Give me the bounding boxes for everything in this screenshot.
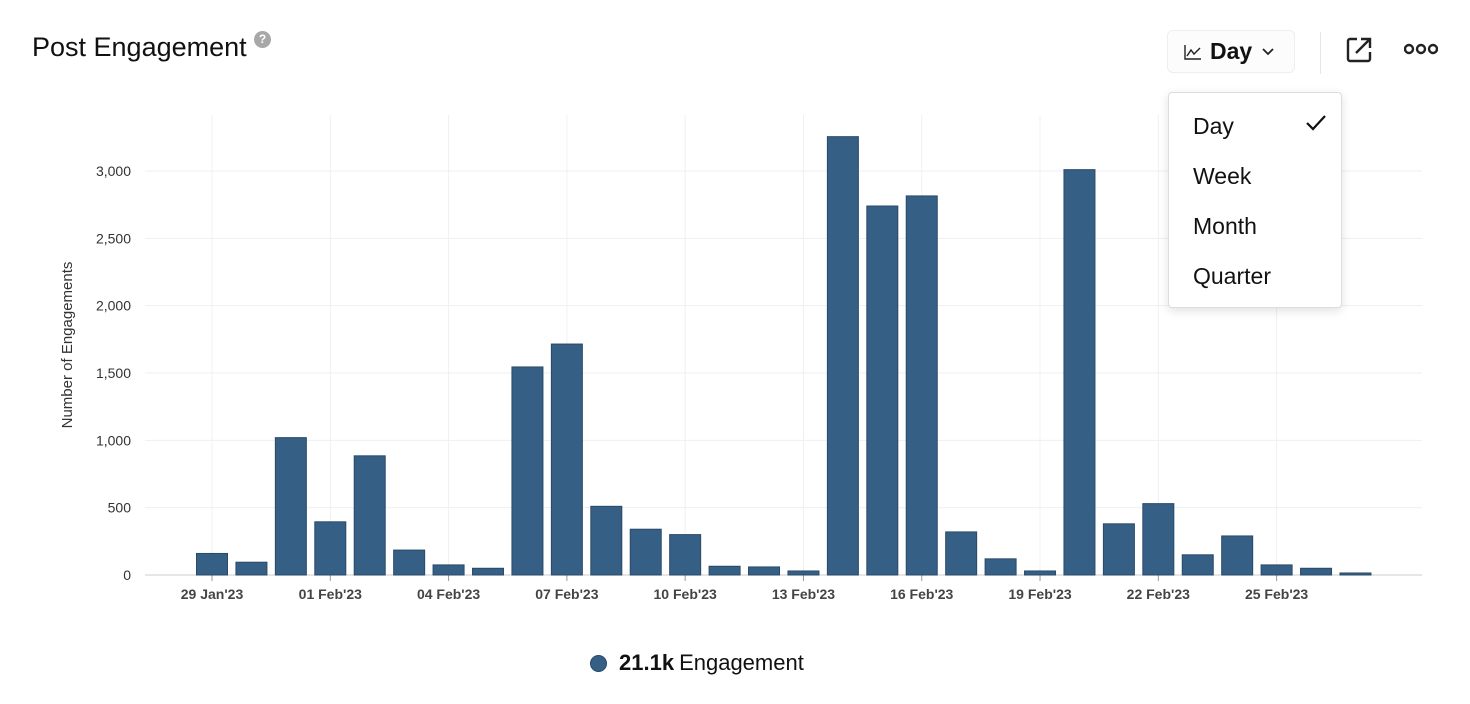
- menu-item-label: Day: [1193, 112, 1234, 139]
- y-tick-label: 3,000: [96, 163, 131, 179]
- bar: [274, 437, 307, 576]
- bar: [393, 549, 426, 576]
- y-tick-label: 0: [123, 567, 131, 583]
- toolbar-divider: [1320, 32, 1321, 74]
- bar: [353, 455, 386, 576]
- menu-item-label: Quarter: [1193, 262, 1271, 289]
- menu-item-day[interactable]: Day: [1169, 101, 1341, 151]
- line-chart-icon: [1184, 44, 1201, 60]
- x-tick-label: 16 Feb'23: [890, 586, 953, 602]
- more-options-icon[interactable]: [1404, 42, 1438, 56]
- legend-label: Engagement: [679, 650, 804, 675]
- bar: [787, 570, 820, 576]
- bar: [590, 505, 623, 576]
- y-tick-label: 1,000: [96, 432, 131, 448]
- page-title: Post Engagement: [32, 32, 247, 62]
- bar: [1142, 503, 1175, 576]
- bar: [984, 558, 1017, 576]
- bar: [708, 565, 741, 576]
- bar: [945, 531, 978, 576]
- chevron-down-icon: [1262, 47, 1274, 55]
- chart-legend[interactable]: 21.1k Engagement: [590, 650, 804, 676]
- bar: [235, 561, 268, 576]
- x-tick-label: 25 Feb'23: [1245, 586, 1308, 602]
- x-tick-label: 04 Feb'23: [417, 586, 480, 602]
- bar: [826, 136, 859, 576]
- bar: [1260, 564, 1293, 576]
- bar: [511, 366, 544, 576]
- y-tick-label: 500: [108, 500, 132, 516]
- bar: [1300, 567, 1333, 576]
- open-external-icon[interactable]: [1345, 36, 1373, 64]
- period-dropdown-button[interactable]: Day: [1167, 30, 1295, 73]
- bar: [1063, 169, 1096, 576]
- x-tick-label: 07 Feb'23: [535, 586, 598, 602]
- menu-item-label: Week: [1193, 162, 1252, 189]
- bar: [669, 534, 702, 576]
- y-tick-label: 2,000: [96, 298, 131, 314]
- bar: [1024, 570, 1057, 576]
- period-selected-label: Day: [1210, 38, 1253, 64]
- bar: [550, 343, 583, 576]
- bar: [905, 195, 938, 576]
- bar: [629, 528, 662, 576]
- bar: [1339, 572, 1372, 576]
- period-dropdown-menu: Day Week Month Quarter: [1168, 92, 1342, 308]
- bar: [866, 205, 899, 576]
- bar: [1181, 554, 1214, 576]
- legend-total: 21.1k: [619, 650, 675, 675]
- bar: [1221, 535, 1254, 576]
- bar: [432, 564, 465, 576]
- bar: [472, 567, 505, 576]
- bar: [314, 521, 347, 576]
- menu-item-week[interactable]: Week: [1169, 151, 1341, 201]
- help-icon[interactable]: ?: [254, 31, 271, 48]
- bar: [1102, 523, 1135, 576]
- y-axis-label: Number of Engagements: [59, 262, 76, 429]
- x-tick-label: 19 Feb'23: [1008, 586, 1071, 602]
- x-tick-label: 10 Feb'23: [654, 586, 717, 602]
- x-tick-label: 29 Jan'23: [181, 586, 244, 602]
- menu-item-month[interactable]: Month: [1169, 201, 1341, 251]
- checkmark-icon: [1306, 115, 1326, 131]
- bar: [196, 552, 228, 576]
- menu-item-quarter[interactable]: Quarter: [1169, 251, 1341, 301]
- y-tick-label: 1,500: [96, 365, 131, 381]
- bar: [748, 566, 781, 576]
- x-tick-label: 01 Feb'23: [299, 586, 362, 602]
- menu-item-label: Month: [1193, 212, 1257, 239]
- x-tick-label: 13 Feb'23: [772, 586, 835, 602]
- y-tick-label: 2,500: [96, 230, 131, 246]
- legend-marker: [590, 654, 607, 672]
- x-tick-label: 22 Feb'23: [1127, 586, 1190, 602]
